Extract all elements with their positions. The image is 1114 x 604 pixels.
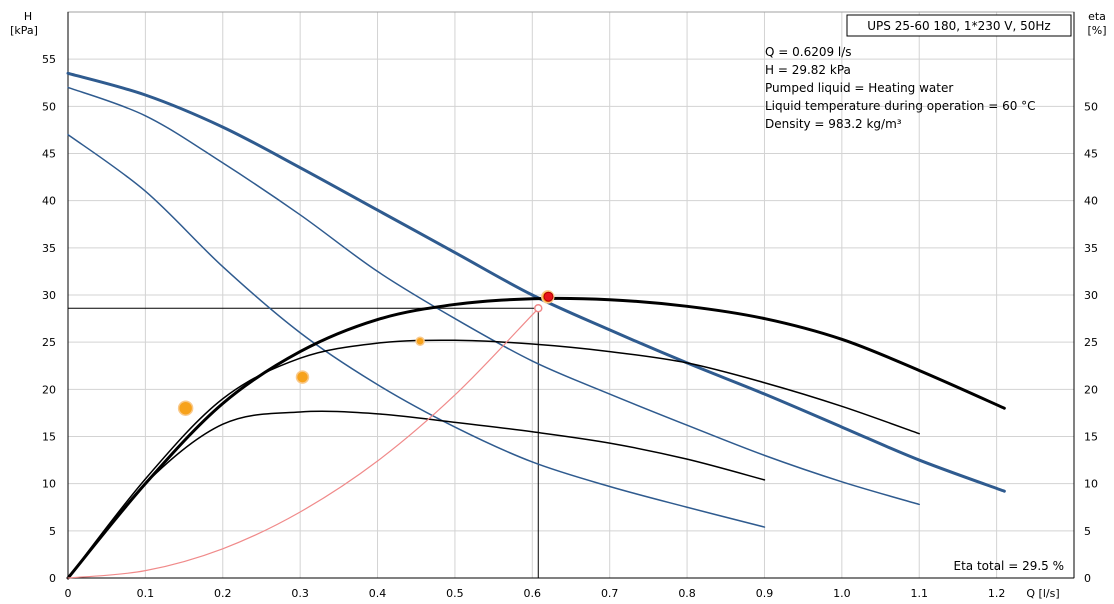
y-left-tick-label: 45 (42, 148, 56, 161)
head-curve (67, 86, 920, 506)
info-line-temperature: Liquid temperature during operation = 60… (765, 99, 1036, 113)
y-right-tick-label: 50 (1084, 100, 1098, 113)
y-right-tick-label: 45 (1084, 148, 1098, 161)
y-left-tick-label: 5 (49, 525, 56, 538)
x-tick-label: 0.8 (678, 587, 696, 600)
x-tick-label: 0.9 (756, 587, 774, 600)
y-left-tick-label: 55 (42, 53, 56, 66)
x-tick-label: 1.2 (988, 587, 1006, 600)
operating-marker (415, 336, 425, 346)
efficiency-curve (67, 410, 766, 579)
y-left-tick-label: 25 (42, 336, 56, 349)
tick-labels: 0 0.1 0.2 0.3 0.4 0.5 0.6 0.7 0.8 0.9 1.0 1.1 1.2 0 5 1… (42, 53, 1098, 600)
y-axis-right-unit: [%] (1087, 24, 1106, 37)
title-box (846, 14, 1072, 37)
x-tick-label: 0.3 (291, 587, 309, 600)
y-axis-right-title: eta (1088, 10, 1106, 23)
plot-frame (67, 11, 1075, 579)
y-left-tick-label: 40 (42, 195, 56, 208)
x-tick-label: 0.1 (137, 587, 155, 600)
x-tick-label: 0.2 (214, 587, 232, 600)
y-left-tick-label: 35 (42, 242, 56, 255)
y-left-tick-label: 20 (42, 383, 56, 396)
info-line-q: Q = 0.6209 l/s (765, 45, 852, 59)
duty-point-marker (543, 291, 554, 302)
y-right-tick-label: 5 (1084, 525, 1091, 538)
x-tick-label: 1.0 (833, 587, 851, 600)
y-right-tick-label: 40 (1084, 195, 1098, 208)
grid (68, 12, 1074, 578)
info-line-density: Density = 983.2 kg/m³ (765, 117, 902, 131)
y-right-tick-label: 0 (1084, 572, 1091, 585)
y-axis-left-title: H (24, 10, 32, 23)
operating-marker (295, 370, 310, 384)
x-tick-label: 0.7 (601, 587, 619, 600)
x-tick-label: 0.5 (446, 587, 464, 600)
markers (177, 290, 555, 416)
y-left-tick-label: 0 (49, 572, 56, 585)
x-tick-label: 0.6 (524, 587, 542, 600)
efficiency-curve (67, 339, 920, 579)
x-axis-title: Q [l/s] (1026, 587, 1059, 600)
y-right-tick-label: 25 (1084, 336, 1098, 349)
y-axis-left-unit: [kPa] (10, 24, 38, 37)
head-curve (66, 71, 1006, 493)
curves (66, 71, 1006, 580)
y-right-tick-label: 20 (1084, 383, 1098, 396)
info-line-liquid: Pumped liquid = Heating water (765, 81, 953, 95)
efficiency-curve (66, 296, 1006, 580)
system-point-marker (534, 303, 543, 313)
system-curve (67, 305, 541, 579)
chart-title: UPS 25-60 180, 1*230 V, 50Hz (867, 19, 1050, 33)
y-right-tick-label: 30 (1084, 289, 1098, 302)
y-right-tick-label: 10 (1084, 478, 1098, 491)
x-tick-label: 1.1 (910, 587, 928, 600)
y-right-tick-label: 35 (1084, 242, 1098, 255)
y-left-tick-label: 50 (42, 100, 56, 113)
y-left-tick-label: 30 (42, 289, 56, 302)
eta-total-label: Eta total = 29.5 % (953, 559, 1064, 573)
y-left-tick-label: 10 (42, 478, 56, 491)
y-left-tick-label: 15 (42, 431, 56, 444)
info-line-h: H = 29.82 kPa (765, 63, 851, 77)
operating-marker (177, 400, 194, 416)
x-tick-label: 0 (65, 587, 72, 600)
x-tick-label: 0.4 (369, 587, 387, 600)
head-curve (67, 133, 766, 528)
y-right-tick-label: 15 (1084, 431, 1098, 444)
